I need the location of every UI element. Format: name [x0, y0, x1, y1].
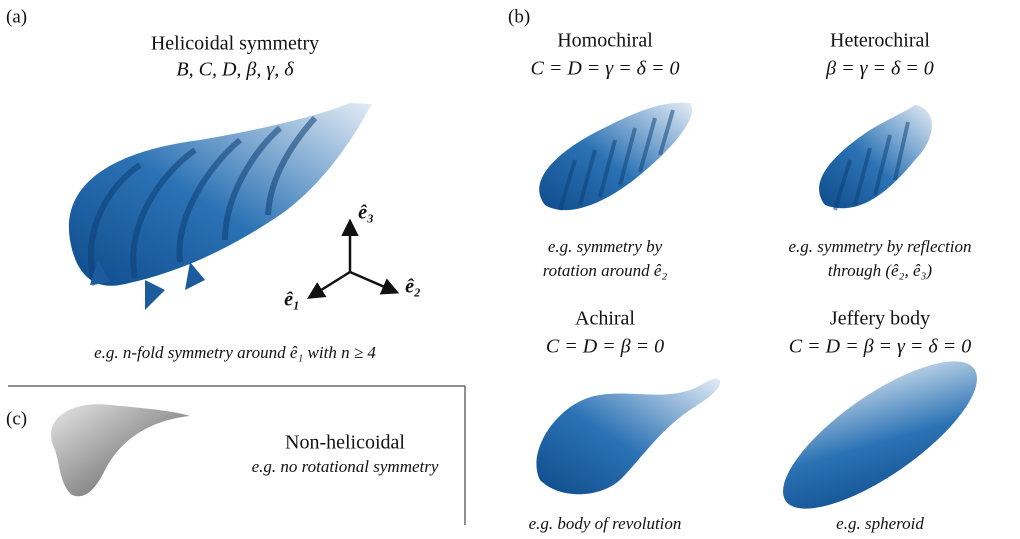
achiral-body [536, 378, 721, 495]
panel-label: (c) [6, 408, 27, 429]
non-helicoidal-body [51, 404, 190, 497]
panel-label: (a) [6, 6, 27, 27]
heterochiral-body [819, 105, 932, 211]
panel-title: Helicoidal symmetry [151, 33, 319, 55]
body-labels: Homochiral C = D = γ = δ = 0 e.g. symmetry… [529, 30, 972, 533]
caption: e.g. symmetry by [548, 237, 663, 256]
caption: e.g. symmetry by reflection [789, 237, 972, 256]
homochiral-body [539, 102, 692, 211]
body-condition: C = D = β = 0 [546, 336, 664, 358]
caption: rotation around ê₂ [543, 261, 668, 280]
panel-label: (b) [508, 6, 530, 27]
caption: through (ê₂, ê₃) [828, 261, 933, 280]
body-condition: C = D = γ = δ = 0 [531, 58, 680, 80]
body-condition: β = γ = δ = 0 [825, 58, 934, 80]
jeffery-body [783, 361, 977, 509]
caption: e.g. no rotational symmetry [252, 457, 439, 476]
caption: e.g. spheroid [836, 514, 924, 533]
body-name: Heterochiral [830, 30, 930, 52]
helicoidal-body [68, 103, 373, 310]
axis-label: ê₂ [405, 276, 421, 298]
caption: e.g. n-fold symmetry around ê₁ with n ≥ … [94, 343, 376, 362]
body-name: Achiral [575, 308, 635, 330]
axis-label: ê₁ [284, 289, 300, 311]
caption: e.g. body of revolution [529, 514, 682, 533]
axis-label: ê₃ [358, 202, 374, 224]
panel-title: Non-helicoidal [285, 432, 405, 454]
body-name: Homochiral [557, 30, 653, 52]
parameters: B, C, D, β, γ, δ [176, 59, 294, 81]
body-name: Jeffery body [830, 308, 930, 330]
body-condition: C = D = β = γ = δ = 0 [789, 336, 971, 358]
axes-triad [307, 218, 400, 299]
